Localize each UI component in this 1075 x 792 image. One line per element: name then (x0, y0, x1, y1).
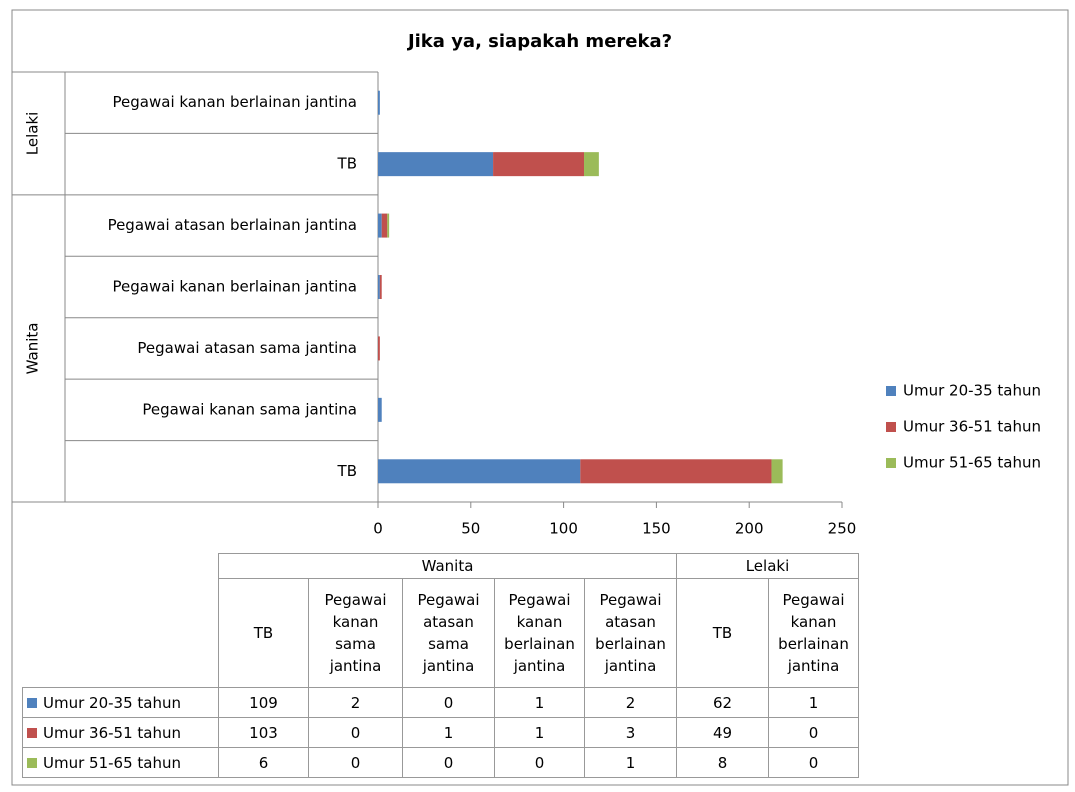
legend-label: Umur 20-35 tahun (903, 382, 1041, 400)
bar-segment (584, 152, 599, 177)
value-cell: 0 (308, 747, 403, 778)
corner-cell (23, 579, 219, 688)
value-cell: 3 (584, 717, 677, 748)
value-cell: 0 (402, 687, 495, 718)
value-cell: 1 (584, 747, 677, 778)
category-header: Pegawai atasan sama jantina (402, 578, 495, 688)
x-tick-label: 0 (373, 520, 383, 538)
bar-segment (378, 213, 382, 238)
value-cell: 1 (402, 717, 495, 748)
value-cell: 109 (218, 687, 309, 718)
group-header: Wanita (218, 553, 677, 579)
category-header: TB (676, 578, 769, 688)
bar-segment (387, 213, 390, 238)
category-label: Pegawai kanan sama jantina (142, 400, 357, 418)
bar-segment (378, 90, 380, 115)
x-tick-label: 50 (461, 520, 480, 538)
value-cell: 49 (676, 717, 769, 748)
value-cell: 2 (584, 687, 677, 718)
category-label: Pegawai kanan berlainan jantina (113, 93, 357, 111)
value-cell: 0 (768, 747, 859, 778)
value-cell: 6 (218, 747, 309, 778)
category-label: Pegawai atasan berlainan jantina (108, 216, 357, 234)
bar-segment (378, 336, 380, 361)
legend-swatch (886, 422, 896, 432)
series-name: Umur 51-65 tahun (43, 753, 181, 772)
bar-segment (379, 275, 382, 299)
bar-segment (580, 459, 772, 484)
header-row: Wanita Lelaki (23, 553, 859, 579)
category-header: Pegawai kanan berlainan jantina (494, 578, 585, 688)
bar-segment (378, 397, 382, 422)
value-cell: 62 (676, 687, 769, 718)
value-cell: 2 (308, 687, 403, 718)
x-tick-label: 100 (549, 520, 578, 538)
category-header: Pegawai kanan sama jantina (308, 578, 403, 688)
bar-segment (771, 459, 783, 484)
value-cell: 103 (218, 717, 309, 748)
category-label: TB (337, 462, 357, 480)
series-name: Umur 20-35 tahun (43, 693, 181, 712)
data-row: Umur 20-35 tahun 109 2 0 1 2 62 1 (22, 687, 859, 718)
group-label: Wanita (24, 323, 42, 375)
legend-swatch (886, 458, 896, 468)
series-name: Umur 36-51 tahun (43, 723, 181, 742)
chart-border (11, 9, 1069, 786)
legend-swatch (27, 727, 37, 738)
category-label: TB (337, 155, 357, 173)
legend-label: Umur 36-51 tahun (903, 418, 1041, 436)
corner-cell (23, 554, 219, 579)
group-header: Lelaki (676, 553, 859, 579)
row-header: Umur 20-35 tahun (22, 687, 219, 718)
data-row: Umur 36-51 tahun 103 0 1 1 3 49 0 (22, 717, 859, 748)
data-row: Umur 51-65 tahun 6 0 0 0 1 8 0 (22, 747, 859, 778)
category-header: Pegawai kanan berlainan jantina (768, 578, 859, 688)
legend-swatch (27, 697, 37, 708)
row-header: Umur 36-51 tahun (22, 717, 219, 748)
category-label: Pegawai atasan sama jantina (137, 339, 357, 357)
value-cell: 1 (494, 687, 585, 718)
category-header: TB (218, 578, 309, 688)
x-tick-label: 150 (642, 520, 671, 538)
bar-segment (378, 275, 380, 299)
legend-swatch (27, 757, 37, 768)
category-header: Pegawai atasan berlainan jantina (584, 578, 677, 688)
value-cell: 8 (676, 747, 769, 778)
x-tick-label: 200 (735, 520, 764, 538)
value-cell: 1 (494, 717, 585, 748)
legend-swatch (886, 386, 896, 396)
category-label: Pegawai kanan berlainan jantina (113, 278, 357, 296)
header-row: TB Pegawai kanan sama jantina Pegawai atas… (23, 578, 859, 688)
data-table: Wanita Lelaki TB Pegawai kanan sama jantina… (22, 553, 859, 778)
value-cell: 0 (494, 747, 585, 778)
value-cell: 1 (768, 687, 859, 718)
bar-segment (378, 152, 494, 177)
x-tick-label: 250 (828, 520, 857, 538)
bar-segment (378, 459, 581, 484)
value-cell: 0 (402, 747, 495, 778)
row-header: Umur 51-65 tahun (22, 747, 219, 778)
bar-segment (381, 213, 388, 238)
value-cell: 0 (768, 717, 859, 748)
legend-label: Umur 51-65 tahun (903, 454, 1041, 472)
value-cell: 0 (308, 717, 403, 748)
chart-title: Jika ya, siapakah mereka? (406, 31, 672, 52)
bar-segment (493, 152, 585, 177)
group-label: Lelaki (24, 112, 42, 156)
